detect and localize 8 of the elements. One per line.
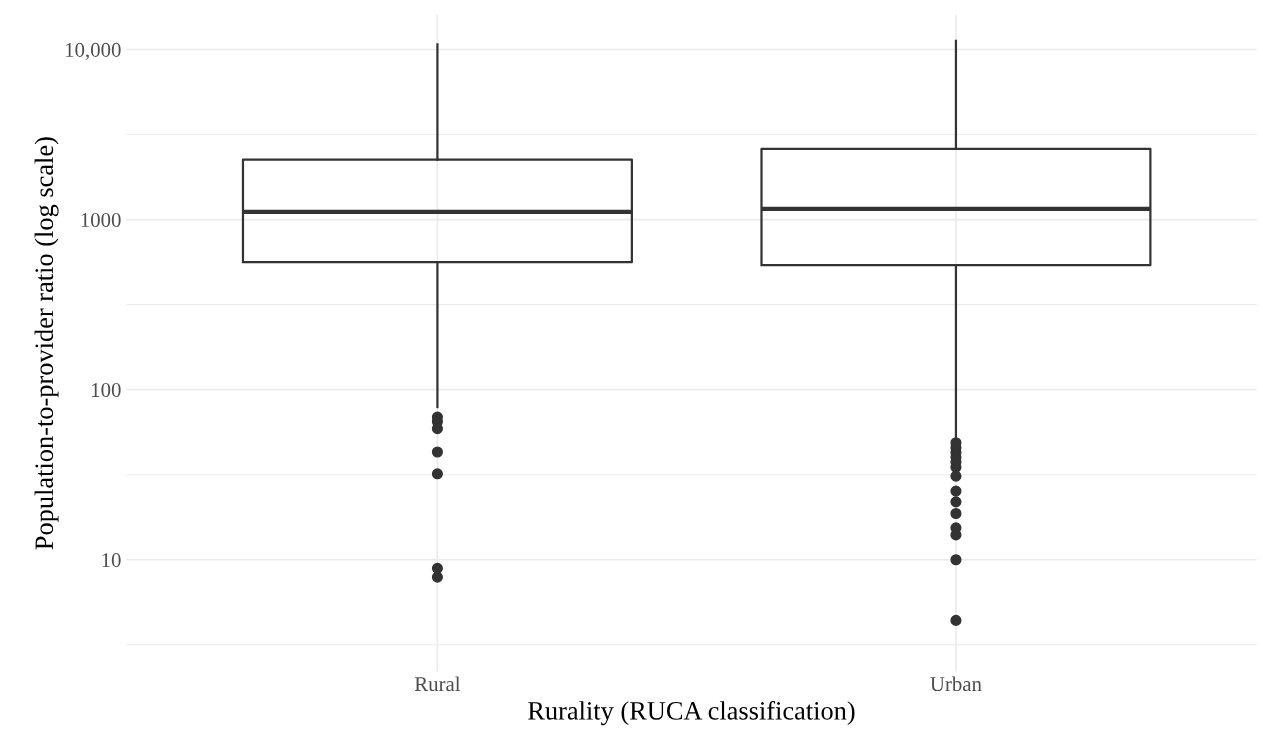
y-tick-label: 10 [102,553,121,568]
y-tick-label: 1000 [81,212,121,227]
y-tick-label: 10,000 [65,42,121,60]
x-tick-label: Rural [414,676,461,692]
y-tick-label: 100 [92,383,121,398]
x-axis-title: Rurality (RUCA classification) [528,700,855,726]
x-tick-label: Urban [930,676,982,692]
y-axis-title: Population-to-provider ratio (log scale) [34,137,59,550]
